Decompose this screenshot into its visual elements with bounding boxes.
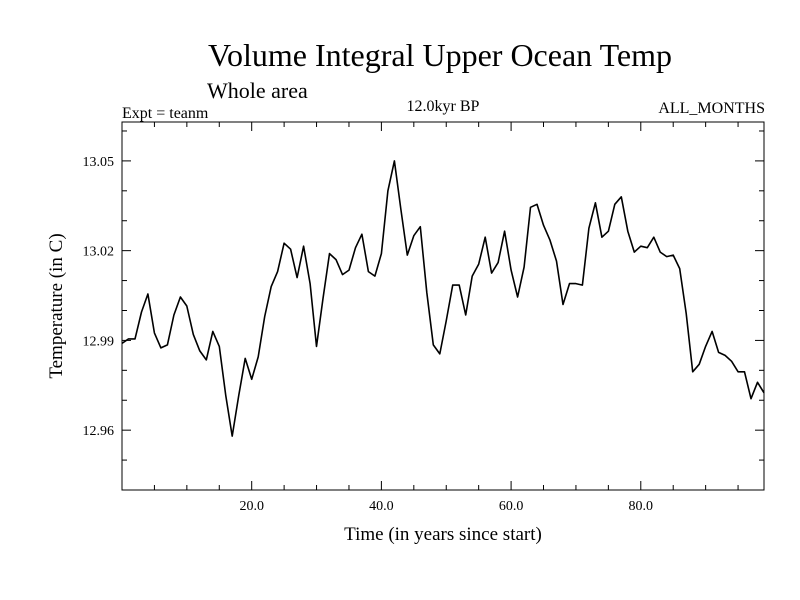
y-tick-label: 13.05: [83, 155, 115, 170]
x-tick-label: 80.0: [629, 499, 654, 514]
x-tick-label: 40.0: [369, 499, 394, 514]
y-tick-label: 12.99: [83, 334, 115, 349]
x-tick-labels: 20.0 40.0 60.0 80.0: [239, 499, 653, 514]
expt-label: Expt = teanm: [122, 105, 209, 122]
chart-title: Volume Integral Upper Ocean Temp: [208, 37, 672, 73]
y-axis-label: Temperature (in C): [46, 233, 67, 378]
y-tick-labels: 12.96 12.99 13.02 13.05: [83, 155, 115, 439]
series-line-temperature: [121, 160, 765, 437]
x-tick-label: 20.0: [239, 499, 264, 514]
months-label: ALL_MONTHS: [658, 100, 765, 117]
axis-ticks: [122, 122, 764, 490]
x-tick-label: 60.0: [499, 499, 524, 514]
chart-subtitle: Whole area: [207, 78, 308, 103]
y-tick-label: 12.96: [83, 424, 115, 439]
period-label: 12.0kyr BP: [407, 98, 480, 115]
x-axis-label: Time (in years since start): [344, 524, 542, 545]
y-tick-label: 13.02: [83, 245, 115, 260]
plot-frame: [121, 121, 765, 491]
